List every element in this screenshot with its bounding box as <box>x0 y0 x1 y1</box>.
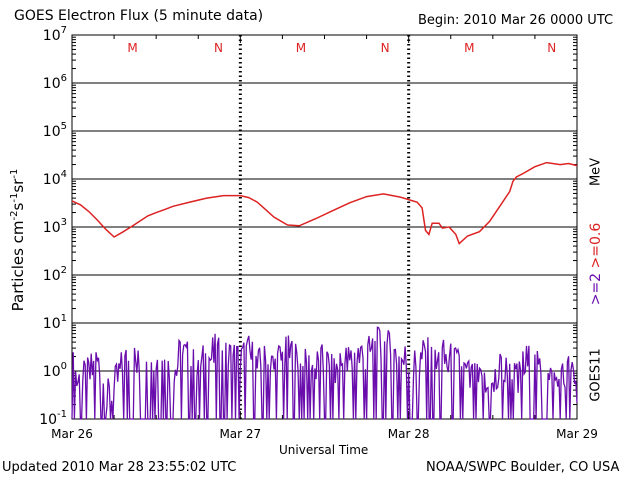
marker-label: M <box>296 41 306 55</box>
x-tick-label: Mar 29 <box>556 427 598 441</box>
y-tick-label: 107 <box>43 25 67 44</box>
marker-label: M <box>127 41 137 55</box>
y-tick-label: 104 <box>43 169 67 188</box>
y-tick-label: 102 <box>43 265 67 284</box>
marker-label: N <box>381 41 390 55</box>
series-high-energy-line <box>71 326 578 420</box>
y-tick-label: 103 <box>43 217 67 236</box>
x-axis-label: Universal Time <box>279 443 369 457</box>
y-tick-label: 105 <box>43 121 67 140</box>
marker-label: M <box>464 41 474 55</box>
x-tick-label: Mar 27 <box>219 427 261 441</box>
y-tick-label: 10-1 <box>39 409 67 428</box>
updated-timestamp: Updated 2010 Mar 28 23:55:02 UTC <box>2 460 237 475</box>
y-tick-label: 106 <box>43 73 67 92</box>
y-tick-label: 100 <box>43 361 67 380</box>
marker-label: N <box>547 41 556 55</box>
series-low-energy-line <box>71 161 578 245</box>
chart-title: GOES Electron Flux (5 minute data) <box>14 8 264 24</box>
begin-time-label: Begin: 2010 Mar 26 0000 UTC <box>418 13 614 28</box>
credit-label: NOAA/SWPC Boulder, CO USA <box>426 460 620 475</box>
y-tick-label: 101 <box>43 313 67 332</box>
x-tick-label: Mar 28 <box>388 427 430 441</box>
x-tick-label: Mar 26 <box>51 427 93 441</box>
marker-label: N <box>214 41 223 55</box>
